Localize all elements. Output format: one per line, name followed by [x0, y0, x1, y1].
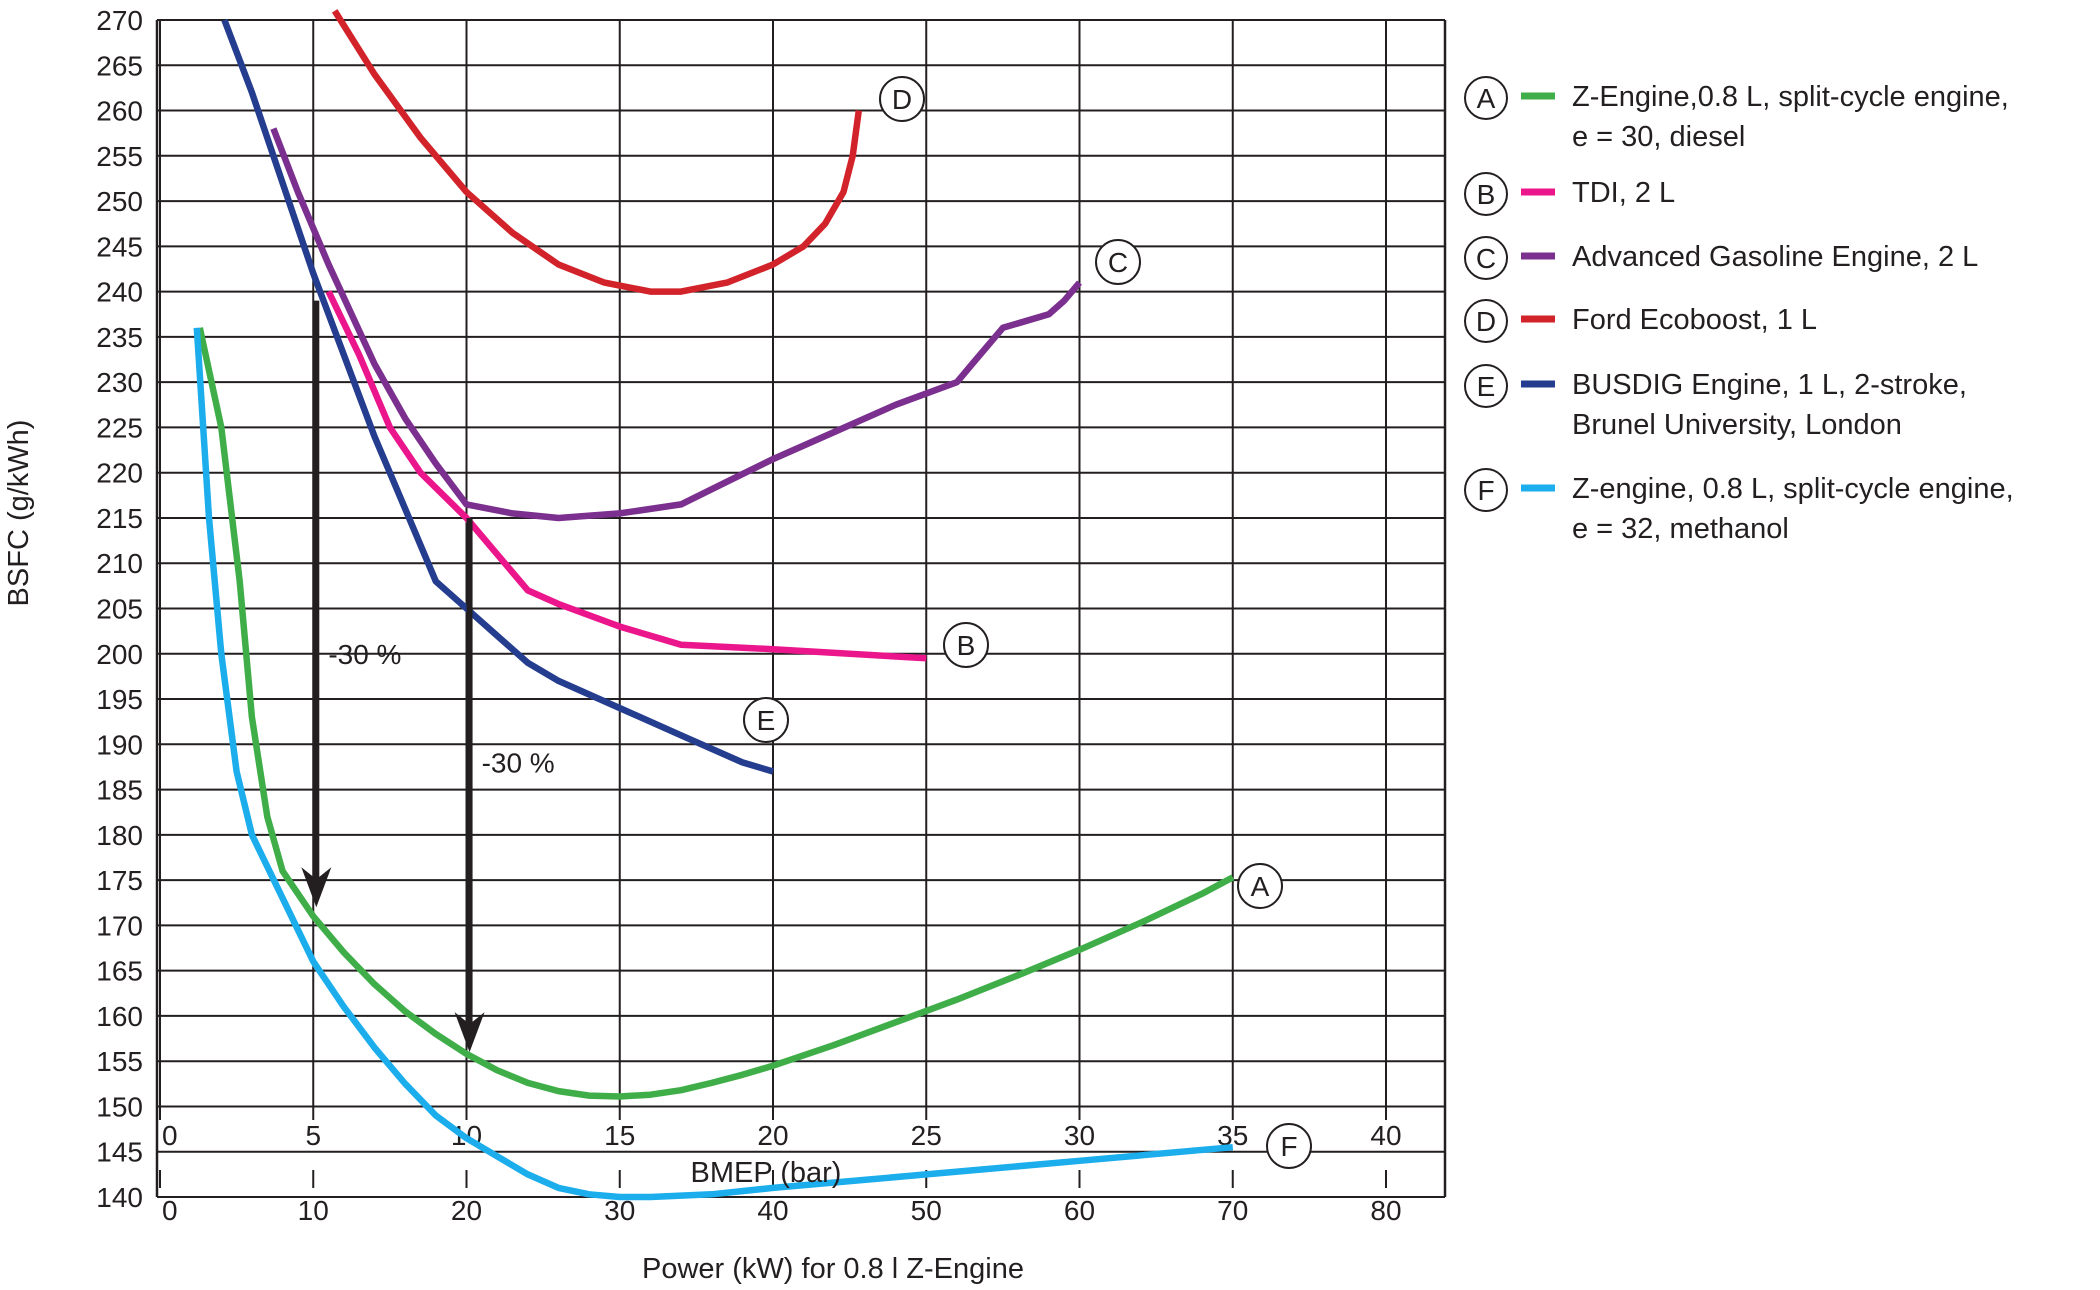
y-tick-label: 245 [96, 231, 143, 262]
curve-labels: A B C D E F [743, 76, 1312, 1169]
bmep-tick-label: 25 [911, 1120, 942, 1151]
legend-label: Ford Ecoboost, 1 L [1572, 304, 1817, 336]
curve-label-circle-d [879, 76, 925, 122]
legend-marker-circle [1464, 468, 1508, 512]
power-tick-label: 60 [1064, 1195, 1095, 1226]
legend-marker-circle [1464, 172, 1508, 216]
y-tick-label: 205 [96, 594, 143, 625]
legend-label: BUSDIG Engine, 1 L, 2-stroke, [1572, 369, 1967, 401]
y-tick-label: 265 [96, 50, 143, 81]
legend-label: Advanced Gasoline Engine, 2 L [1572, 241, 1978, 273]
curve-label-circle-a [1237, 863, 1283, 909]
power-tick-label: 20 [451, 1195, 482, 1226]
curve-label-d: D [892, 84, 912, 115]
y-tick-label: 260 [96, 96, 143, 127]
y-tick-label: 220 [96, 458, 143, 489]
legend-label: e = 30, diesel [1572, 121, 1745, 153]
y-tick-label: 235 [96, 322, 143, 353]
series-line-e [221, 18, 774, 775]
y-tick-label: 210 [96, 548, 143, 579]
reduction-arrow-head [454, 1012, 485, 1053]
y-axis: 140 145 150 155 160 165 170 175 180 185 190 195 200 2… [96, 5, 143, 1213]
legend-marker-letter: C [1476, 243, 1496, 274]
series-line-c [270, 127, 1082, 522]
legend-label: TDI, 2 L [1572, 177, 1675, 209]
y-tick-label: 240 [96, 277, 143, 308]
legend-marker-letter: D [1476, 306, 1496, 337]
y-tick-label: 140 [96, 1182, 143, 1213]
annotation-arrows: -30 % -30 % [301, 300, 555, 1053]
power-axis: 0 10 20 30 40 50 60 70 80 [159, 1170, 1402, 1226]
y-tick-label: 225 [96, 412, 143, 443]
legend-label: Z-engine, 0.8 L, split-cycle engine, [1572, 473, 2014, 505]
reduction-label: -30 % [328, 639, 401, 670]
curve-label-c: C [1108, 247, 1128, 278]
y-tick-label: 155 [96, 1046, 143, 1077]
bmep-tick-label: 5 [305, 1120, 321, 1151]
curve-label-circle-b [943, 622, 989, 668]
y-tick-label: 200 [96, 639, 143, 670]
y-tick-label: 165 [96, 956, 143, 987]
curve-label-e: E [757, 705, 776, 736]
power-tick-label: 10 [298, 1195, 329, 1226]
series-line-a [196, 327, 1235, 1100]
y-tick-label: 170 [96, 910, 143, 941]
y-tick-label: 190 [96, 729, 143, 760]
curve-label-circle-c [1095, 239, 1141, 285]
y-tick-label: 145 [96, 1137, 143, 1168]
legend-marker-circle [1464, 364, 1508, 408]
y-tick-label: 160 [96, 1001, 143, 1032]
y-tick-label: 185 [96, 775, 143, 806]
legend-marker-letter: A [1477, 83, 1496, 114]
legend-marker-letter: E [1477, 371, 1496, 402]
y-tick-label: 230 [96, 367, 143, 398]
bmep-axis-label: BMEP (bar) [691, 1157, 842, 1189]
power-tick-label: 80 [1370, 1195, 1401, 1226]
y-tick-label: 195 [96, 684, 143, 715]
y-tick-label: 215 [96, 503, 143, 534]
power-axis-label: Power (kW) for 0.8 l Z-Engine [642, 1253, 1024, 1285]
y-tick-label: 250 [96, 186, 143, 217]
curve-label-circle-e [743, 697, 789, 743]
reduction-label: -30 % [482, 747, 555, 778]
legend: A Z-Engine,0.8 L, split-cycle engine, e = … [1464, 76, 2014, 545]
y-tick-label: 270 [96, 5, 143, 36]
legend-marker-circle [1464, 299, 1508, 343]
legend-label: e = 32, methanol [1572, 513, 1789, 545]
bmep-tick-label: 30 [1064, 1120, 1095, 1151]
series-group [193, 9, 1235, 1201]
bmep-tick-label: 0 [162, 1120, 178, 1151]
legend-marker-circle [1464, 76, 1508, 120]
power-tick-label: 70 [1217, 1195, 1248, 1226]
y-tick-label: 175 [96, 865, 143, 896]
curve-label-f: F [1280, 1131, 1297, 1162]
bmep-tick-label: 20 [757, 1120, 788, 1151]
legend-label: Z-Engine,0.8 L, split-cycle engine, [1572, 81, 2009, 113]
y-tick-label: 255 [96, 141, 143, 172]
y-tick-label: 150 [96, 1091, 143, 1122]
power-tick-label: 40 [757, 1195, 788, 1226]
bmep-tick-label: 40 [1370, 1120, 1401, 1151]
power-tick-label: 50 [911, 1195, 942, 1226]
series-line-f [193, 327, 1234, 1201]
bmep-tick-label: 15 [604, 1120, 635, 1151]
reduction-arrow-head [301, 867, 332, 908]
legend-marker-circle [1464, 236, 1508, 280]
legend-marker-letter: B [1477, 179, 1496, 210]
curve-label-circle-f [1266, 1123, 1312, 1169]
power-tick-label: 0 [162, 1195, 178, 1226]
curve-label-b: B [957, 630, 976, 661]
series-line-b [325, 290, 927, 662]
curve-label-a: A [1251, 871, 1270, 902]
legend-marker-letter: F [1477, 475, 1494, 506]
bmep-axis: 0 5 10 15 20 25 30 35 40 [162, 1120, 1402, 1151]
y-tick-label: 180 [96, 820, 143, 851]
series-line-d [331, 9, 863, 295]
y-axis-label: BSFC (g/kWh) [3, 420, 35, 607]
legend-label: Brunel University, London [1572, 409, 1902, 441]
